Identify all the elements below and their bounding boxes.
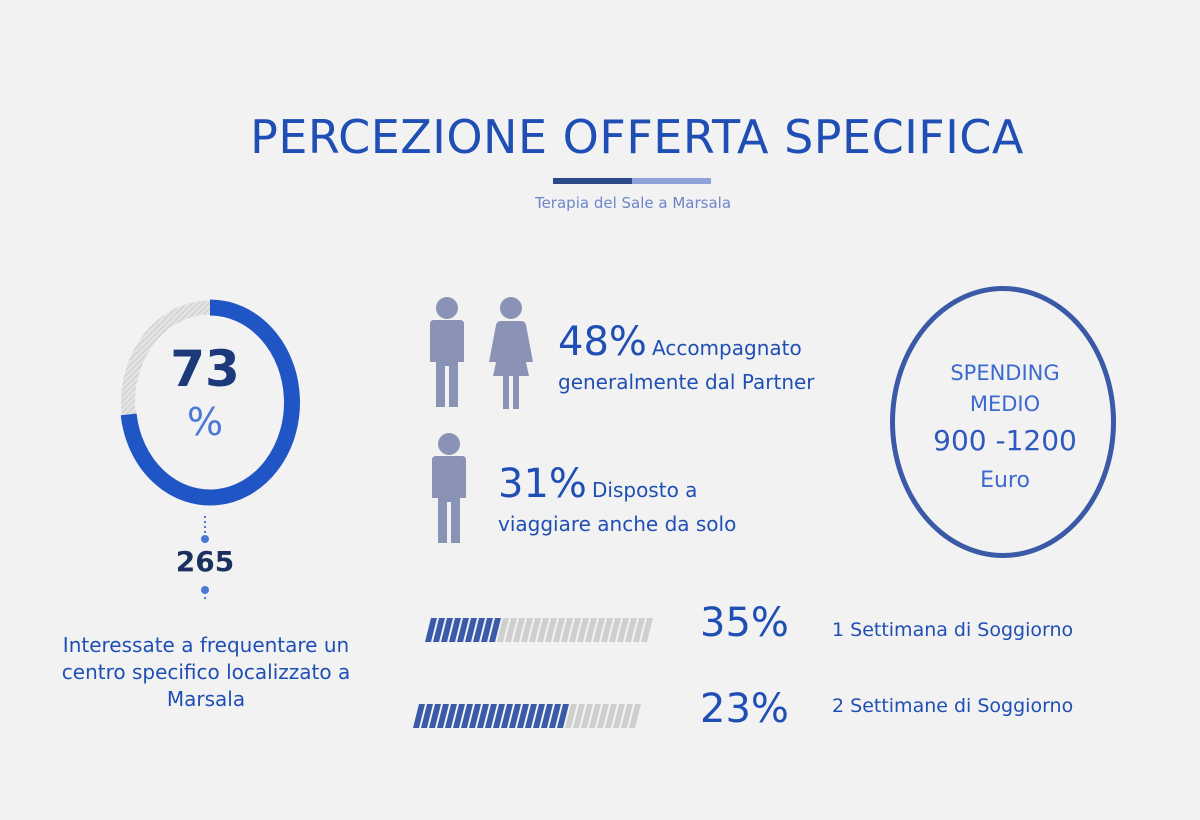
stay-bar-1-week-label: 1 Settimana di Soggiorno bbox=[832, 619, 1074, 641]
respondent-count: 265 bbox=[175, 545, 235, 578]
solo-stat: 31% Disposto a viaggiare anche da solo bbox=[498, 464, 798, 542]
stay-bar-1-week-percent: 35% bbox=[700, 600, 789, 646]
spending-label-line2: MEDIO bbox=[969, 392, 1041, 416]
female-person-icon bbox=[489, 297, 533, 409]
spending-unit: Euro bbox=[980, 468, 1030, 493]
page-subtitle: Terapia del Sale a Marsala bbox=[534, 194, 732, 212]
partner-stat: 48% Accompagnato generalmente dal Partne… bbox=[558, 322, 858, 400]
spending-label: SPENDING MEDIO bbox=[905, 358, 1105, 420]
page-title: PERCEZIONE OFFERTA SPECIFICA bbox=[250, 110, 1024, 164]
partner-stat-percent: 48% bbox=[558, 319, 647, 365]
donut-chart bbox=[120, 299, 300, 506]
spending-label-line1: SPENDING bbox=[950, 361, 1060, 385]
male-person-icon bbox=[432, 433, 466, 543]
stay-bar-2-weeks-percent: 23% bbox=[700, 686, 789, 732]
male-person-icon bbox=[430, 297, 464, 407]
stay-bar-2-weeks bbox=[413, 704, 641, 728]
spending-range: 900 -1200 bbox=[933, 424, 1077, 457]
solo-stat-percent: 31% bbox=[498, 461, 587, 507]
title-underline-dark bbox=[553, 178, 632, 184]
solo-stat-text-rest: viaggiare anche da solo bbox=[498, 512, 737, 536]
partner-stat-text-rest: generalmente dal Partner bbox=[558, 370, 815, 394]
donut-value-arc bbox=[120, 299, 300, 506]
partner-stat-text-first: Accompagnato bbox=[652, 336, 802, 360]
donut-description: Interessate a frequentare un centro spec… bbox=[61, 633, 351, 711]
spending-circle bbox=[890, 286, 1116, 558]
stay-bar-2-weeks-label: 2 Settimane di Soggiorno bbox=[832, 695, 1074, 717]
stay-bar-1-week bbox=[425, 618, 653, 642]
donut-percent-sign: % bbox=[186, 400, 224, 444]
donut-connector bbox=[201, 516, 209, 602]
solo-stat-text-first: Disposto a bbox=[592, 478, 698, 502]
donut-value: 73 bbox=[170, 340, 240, 398]
title-underline-light bbox=[632, 178, 711, 184]
